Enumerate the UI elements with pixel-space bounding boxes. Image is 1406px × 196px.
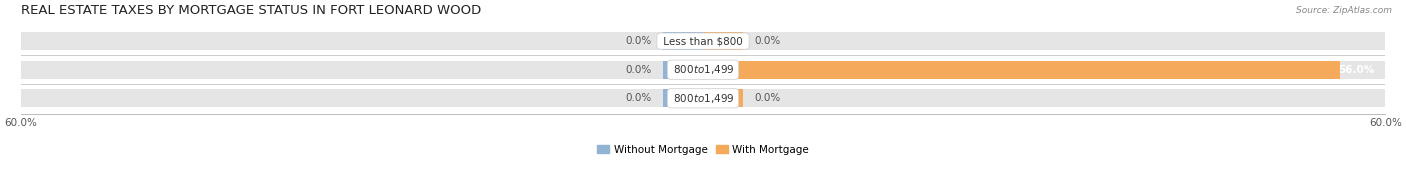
Text: REAL ESTATE TAXES BY MORTGAGE STATUS IN FORT LEONARD WOOD: REAL ESTATE TAXES BY MORTGAGE STATUS IN …	[21, 4, 481, 17]
Text: Source: ZipAtlas.com: Source: ZipAtlas.com	[1296, 6, 1392, 15]
Text: $800 to $1,499: $800 to $1,499	[671, 63, 735, 76]
Legend: Without Mortgage, With Mortgage: Without Mortgage, With Mortgage	[593, 141, 813, 159]
Bar	[21, 32, 1385, 50]
Text: 0.0%: 0.0%	[626, 65, 652, 75]
Bar	[703, 61, 1340, 79]
Bar	[664, 61, 703, 79]
Text: Less than $800: Less than $800	[659, 36, 747, 46]
Text: 0.0%: 0.0%	[626, 93, 652, 103]
Bar	[703, 89, 742, 107]
Bar	[21, 89, 1385, 107]
Bar	[21, 61, 1385, 79]
Text: $800 to $1,499: $800 to $1,499	[671, 92, 735, 105]
Text: 0.0%: 0.0%	[626, 36, 652, 46]
Text: 0.0%: 0.0%	[754, 93, 780, 103]
Text: 0.0%: 0.0%	[754, 36, 780, 46]
Bar	[664, 89, 703, 107]
Bar	[703, 32, 742, 50]
Text: 56.0%: 56.0%	[1337, 65, 1374, 75]
Bar	[664, 32, 703, 50]
